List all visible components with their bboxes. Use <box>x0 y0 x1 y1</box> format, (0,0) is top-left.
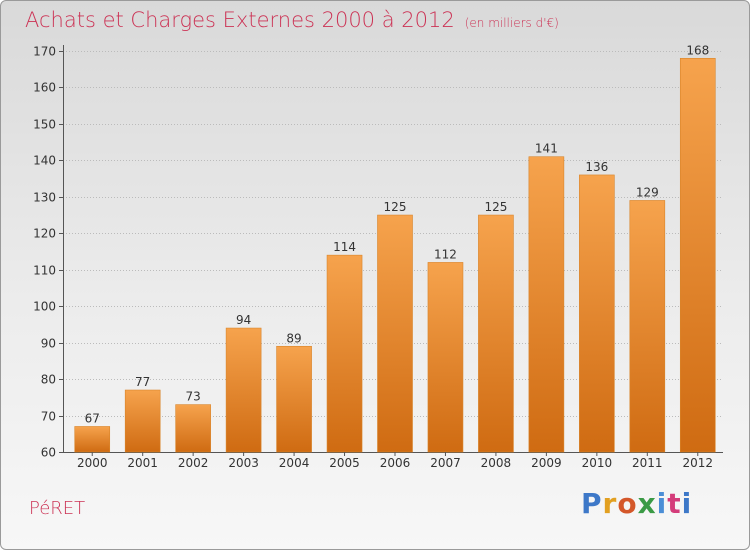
x-tick-label-2011: 2011 <box>632 456 663 470</box>
data-label-2012: 168 <box>686 43 709 57</box>
x-tick-label-2009: 2009 <box>531 456 562 470</box>
bar-2001 <box>124 389 161 453</box>
data-label-2010: 136 <box>585 160 608 174</box>
bars <box>74 57 716 453</box>
bar-2008 <box>478 214 514 453</box>
data-label-2007: 112 <box>434 247 457 261</box>
data-label-2001: 77 <box>135 375 150 389</box>
logo-letter: o <box>617 487 638 520</box>
bar-2003 <box>225 327 262 453</box>
bar-2004 <box>276 345 312 453</box>
bar-2009 <box>528 156 565 453</box>
y-tick-label-60: 60 <box>41 446 56 460</box>
y-tick-label-100: 100 <box>33 300 56 314</box>
x-tick-label-2004: 2004 <box>279 456 310 470</box>
logo-letter: t <box>667 487 682 520</box>
data-label-2009: 141 <box>535 142 558 156</box>
axes <box>63 45 723 453</box>
x-tick-label-2002: 2002 <box>178 456 209 470</box>
bar-2011 <box>629 200 666 453</box>
logo-letter: r <box>602 487 618 520</box>
bar-2000 <box>74 426 111 453</box>
data-label-2005: 114 <box>333 240 356 254</box>
y-tick-label-110: 110 <box>33 264 56 278</box>
x-tick-label-2008: 2008 <box>481 456 512 470</box>
chart-title-block: Achats et Charges Externes 2000 à 2012 (e… <box>25 8 559 32</box>
data-label-2000: 67 <box>85 411 100 425</box>
x-tick-label-2012: 2012 <box>682 456 713 470</box>
data-labels: 67 77 73 94 89 114 125 112 125 141 136 129 168 <box>85 43 710 425</box>
commune-name: PéRET <box>29 498 86 519</box>
y-tick-label-70: 70 <box>41 410 56 424</box>
x-tick-label-2005: 2005 <box>329 456 360 470</box>
data-label-2008: 125 <box>484 200 507 214</box>
x-tick-label-2001: 2001 <box>127 456 158 470</box>
logo-letter: P <box>581 487 603 520</box>
proxiti-logo[interactable]: Proxiti <box>581 487 691 527</box>
y-tick-label-140: 140 <box>33 154 56 168</box>
y-tick-label-170: 170 <box>33 45 56 59</box>
bar-2010 <box>579 174 615 453</box>
data-label-2002: 73 <box>186 390 201 404</box>
x-tick-label-2000: 2000 <box>77 456 108 470</box>
y-tick-label-90: 90 <box>41 337 56 351</box>
bar-2006 <box>377 214 413 453</box>
x-tick-label-2010: 2010 <box>582 456 613 470</box>
logo-letter: x <box>637 487 657 520</box>
y-tick-label-150: 150 <box>33 118 56 132</box>
y-tick-label-80: 80 <box>41 373 56 387</box>
chart-title: Achats et Charges Externes 2000 à 2012 <box>25 8 455 32</box>
logo-letter: i <box>681 487 693 520</box>
data-label-2004: 89 <box>286 331 301 345</box>
chart-unit: (en milliers d'€) <box>464 16 559 30</box>
bar-2007 <box>427 262 464 453</box>
bar-2005 <box>326 254 363 453</box>
x-tick-label-2006: 2006 <box>380 456 411 470</box>
y-tick-label-130: 130 <box>33 191 56 205</box>
logo-letter: i <box>656 487 668 520</box>
data-label-2011: 129 <box>636 185 659 199</box>
data-label-2006: 125 <box>384 200 407 214</box>
y-tick-label-160: 160 <box>33 81 56 95</box>
x-tick-label-2007: 2007 <box>430 456 461 470</box>
y-tick-label-120: 120 <box>33 227 56 241</box>
bar-2002 <box>175 404 211 453</box>
bar-2012 <box>679 57 716 453</box>
x-tick-label-2003: 2003 <box>228 456 259 470</box>
x-tick-labels: 2000 2001 2002 2003 2004 2005 2006 2007 2008 2009… <box>77 452 713 470</box>
data-label-2003: 94 <box>236 313 251 327</box>
y-tick-labels: 60 70 80 90 100 110 120 130 140 150 160 170 <box>33 45 56 460</box>
